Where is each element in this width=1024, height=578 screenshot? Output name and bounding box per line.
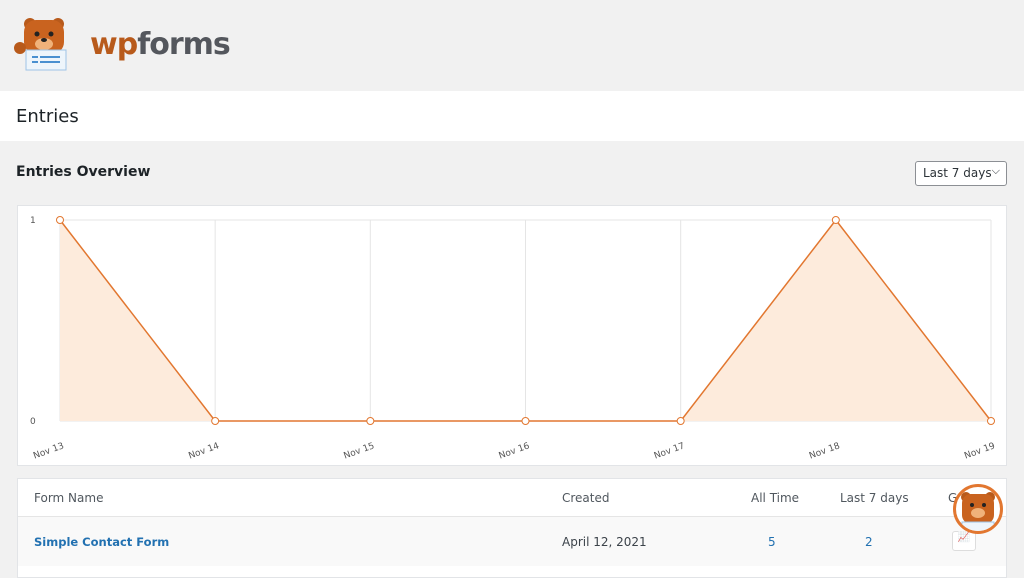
data-point [366, 417, 375, 425]
bear-mascot-icon [14, 18, 67, 71]
data-point [676, 417, 685, 425]
entries-chart: 0 1 Nov 13 Nov 14 Nov 15 Nov 16 Nov 17 Nov 18 No… [17, 205, 1007, 466]
x-tick-label: Nov 14 [187, 441, 221, 461]
x-tick-label: Nov 19 [963, 441, 997, 461]
created-date: April 12, 2021 [562, 535, 647, 549]
data-point [521, 417, 530, 425]
help-mascot-button[interactable] [953, 484, 1003, 534]
y-tick-label: 0 [30, 417, 36, 427]
y-tick-label: 1 [30, 216, 36, 226]
data-point [56, 216, 64, 224]
col-created[interactable]: Created [562, 491, 610, 505]
last7-count[interactable]: 2 [865, 535, 873, 549]
graph-button[interactable]: 📈 [952, 531, 976, 551]
all-time-count[interactable]: 5 [768, 535, 776, 549]
date-range-select[interactable]: Last 7 days ⌵ [915, 161, 1007, 186]
x-tick-label: Nov 18 [808, 441, 842, 461]
col-form-name[interactable]: Form Name [34, 491, 104, 505]
x-tick-label: Nov 13 [32, 441, 65, 461]
overview-title: Entries Overview [16, 164, 151, 180]
col-last-7-days[interactable]: Last 7 days [840, 491, 909, 505]
chevron-down-icon: ⌵ [991, 164, 1000, 177]
chart-icon: 📈 [957, 532, 971, 543]
data-point [987, 417, 995, 425]
col-all-time[interactable]: All Time [751, 491, 800, 505]
data-point [831, 216, 840, 224]
data-point [211, 417, 220, 425]
x-tick-label: Nov 17 [653, 441, 686, 461]
x-tick-label: Nov 16 [498, 441, 532, 461]
x-tick-label: Nov 15 [342, 441, 375, 461]
series-area [60, 220, 991, 421]
form-name-link[interactable]: Simple Contact Form [34, 535, 170, 549]
table-row: Simple Contact Form April 12, 2021 5 2 📈 [18, 516, 1006, 566]
page-title: Entries [0, 91, 1024, 141]
bear-mascot-icon [961, 492, 995, 531]
wpforms-logo: wpforms [14, 14, 231, 74]
entries-table: Form Name Created All Time Last 7 days G… [17, 478, 1007, 578]
